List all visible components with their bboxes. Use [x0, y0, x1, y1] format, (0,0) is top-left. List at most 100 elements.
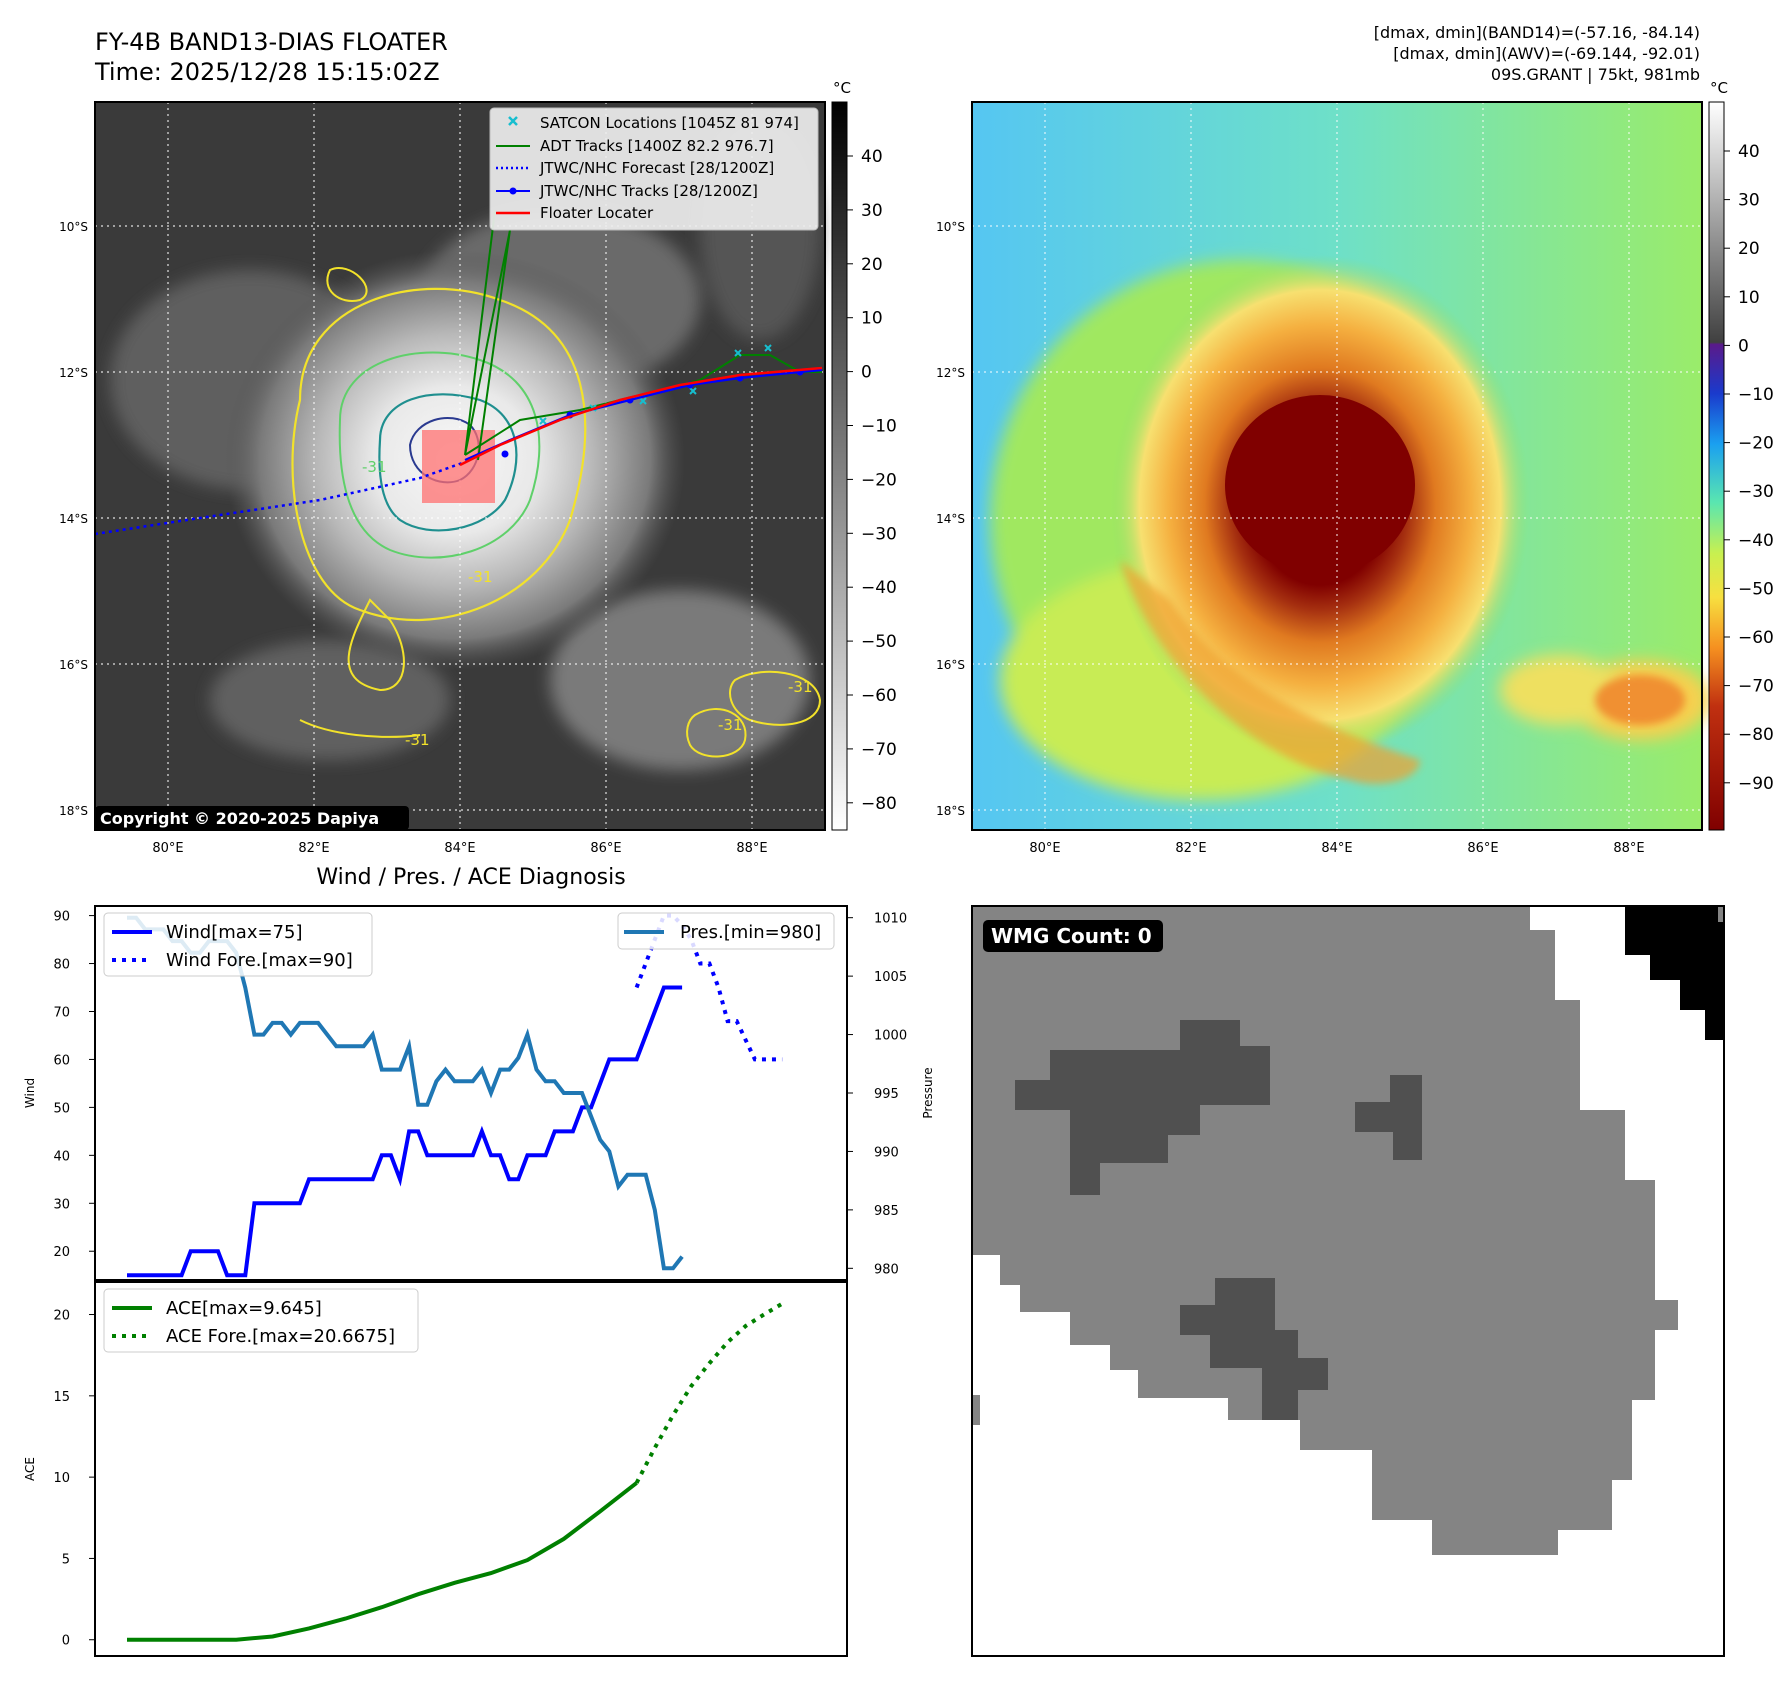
contour-label: -31: [362, 458, 387, 476]
colorbar-gray-ticks: 40 30 20 10 0 −10 −20 −30 −40 −50 −60 −70 −80: [847, 147, 897, 814]
wind-tick-label: 50: [53, 1101, 70, 1116]
pres-legend-box: [617, 912, 835, 950]
ace-chart: 20 15 10 5 0 ACE ACE[max=9.645] ACE Fore.[ma…: [23, 1281, 848, 1657]
pres-axis-label: Pressure: [921, 1067, 935, 1118]
wmg-panel: WMG Count: 0: [971, 905, 1725, 1657]
ir-map-panel: -31 -31 -31 -31 -31: [94, 101, 826, 831]
ir-map-lon-labels: 80°E 82°E 84°E 86°E 88°E: [152, 841, 767, 856]
enhanced-core: [1225, 395, 1415, 575]
colorbar-tick-label: 40: [1738, 142, 1760, 162]
legend-ace: ACE[max=9.645]: [166, 1298, 322, 1319]
colorbar-tick-label: −20: [861, 470, 897, 490]
lat-label: 14°S: [936, 512, 965, 526]
ace-tick-label: 5: [62, 1552, 70, 1567]
lon-label: 82°E: [1175, 841, 1206, 856]
wmg-gray-fragment: [972, 1395, 980, 1425]
wmg-dark-region-2: [1355, 1075, 1422, 1160]
lon-label: 80°E: [1029, 841, 1060, 856]
legend-track-marker: [509, 187, 517, 195]
wmg-dark-region-1: [1015, 1020, 1270, 1195]
colorbar-tick-label: 0: [861, 363, 872, 383]
lon-label: 86°E: [1467, 841, 1498, 856]
lon-label: 88°E: [1613, 841, 1644, 856]
colorbar-tick-label: −40: [1738, 531, 1774, 551]
colorbar-tick-label: 10: [861, 309, 883, 329]
colorbar-tick-label: 20: [1738, 239, 1760, 259]
ace-tick-label: 15: [53, 1390, 70, 1405]
colorbar-tick-label: −10: [1738, 385, 1774, 405]
legend-forecast: JTWC/NHC Forecast [28/1200Z]: [539, 159, 774, 177]
wmg-count-label: WMG Count: 0: [991, 924, 1152, 948]
colorbar-tick-label: −60: [861, 686, 897, 706]
colorbar-gray-unit: °C: [833, 79, 851, 97]
wmg-black-region: [1625, 906, 1724, 1040]
contour-teal: [378, 393, 518, 532]
wind-tick-label: 70: [53, 1005, 70, 1020]
ace-axis-ticks: 20 15 10 5 0: [53, 1309, 95, 1649]
colorbar-tick-label: 20: [861, 255, 883, 275]
legend-satcon: SATCON Locations [1045Z 81 974]: [540, 114, 799, 132]
title-line2: Time: 2025/12/28 15:15:02Z: [94, 58, 440, 86]
wind-tick-label: 20: [53, 1245, 70, 1260]
wind-forecast-line: [634, 913, 783, 1062]
contour-label: -31: [468, 568, 493, 586]
ace-series-line: [127, 1481, 638, 1642]
colorbar-tick-label: −70: [1738, 677, 1774, 697]
diag-title: Wind / Pres. / ACE Diagnosis: [316, 865, 625, 890]
pres-tick-label: 1010: [874, 912, 907, 927]
wmg-label-box: [983, 920, 1163, 952]
floater-box: [422, 430, 495, 503]
legend-satcon-symbol: [508, 116, 518, 126]
colorbar-color-bar: [1708, 101, 1725, 831]
jtwc-forecast-line: [94, 460, 466, 536]
colorbar-tick-label: 40: [861, 147, 883, 167]
contour-yellow-small1: [326, 267, 368, 302]
pres-tick-label: 990: [874, 1145, 899, 1160]
contour-label: -31: [405, 731, 430, 749]
enhanced-map-gridlines: [972, 102, 1702, 830]
ir-map-lat-labels: 10°S 12°S 14°S 16°S 18°S: [59, 220, 88, 818]
lon-label: 84°E: [1321, 841, 1352, 856]
ace-tick-label: 20: [53, 1309, 70, 1324]
colorbar-gray-bar: [831, 101, 848, 831]
lat-label: 10°S: [59, 220, 88, 234]
colorbar-tick-label: −20: [1738, 434, 1774, 454]
colorbar-tick-label: 0: [1738, 336, 1749, 356]
colorbar-tick-label: −80: [861, 794, 897, 814]
contour-label: -31: [718, 716, 743, 734]
legend-pres: Pres.[min=980]: [680, 922, 821, 943]
lat-label: 12°S: [59, 366, 88, 380]
colorbar-tick-label: −30: [1738, 482, 1774, 502]
colorbar-tick-label: −50: [861, 632, 897, 652]
copyright-text: Copyright © 2020-2025 Dapiya: [100, 809, 379, 828]
colorbar-tick-label: −40: [861, 578, 897, 598]
colorbar-tick-label: −10: [861, 417, 897, 437]
legend-wind-fore: Wind Fore.[max=90]: [166, 950, 353, 971]
lat-label: 16°S: [936, 658, 965, 672]
lon-label: 88°E: [736, 841, 767, 856]
lat-label: 10°S: [936, 220, 965, 234]
pres-tick-label: 985: [874, 1204, 899, 1219]
lon-label: 84°E: [444, 841, 475, 856]
lon-label: 82°E: [298, 841, 329, 856]
contour-yellow-main: [291, 287, 587, 622]
colorbar-tick-label: 30: [1738, 191, 1760, 211]
info-line1: [dmax, dmin](BAND14)=(-57.16, -84.14): [1374, 23, 1700, 42]
wmg-dark-region-3: [1180, 1278, 1328, 1420]
ace-tick-label: 10: [53, 1471, 70, 1486]
floater-locater-line: [459, 366, 823, 467]
wind-tick-label: 30: [53, 1197, 70, 1212]
pres-axis-ticks: 1010 1005 1000 995 990 985 980: [847, 912, 907, 1277]
contour-yellow-east1: [729, 670, 822, 726]
legend-wind: Wind[max=75]: [166, 922, 303, 943]
lat-label: 12°S: [936, 366, 965, 380]
colorbar-tick-label: −90: [1738, 774, 1774, 794]
wind-axis-label: Wind: [23, 1078, 37, 1108]
legend-adt: ADT Tracks [1400Z 82.2 976.7]: [540, 137, 774, 155]
ir-map-frame: [94, 101, 826, 831]
enhanced-map-lon-labels: 80°E 82°E 84°E 86°E 88°E: [1029, 841, 1644, 856]
colorbar-color: °C 40 30 20 10 0 −10 −20 −30 −40 −50 −60 −70 −80 −90: [1708, 79, 1774, 831]
contour-label: -31: [788, 678, 813, 696]
ace-forecast-line: [634, 1301, 784, 1484]
